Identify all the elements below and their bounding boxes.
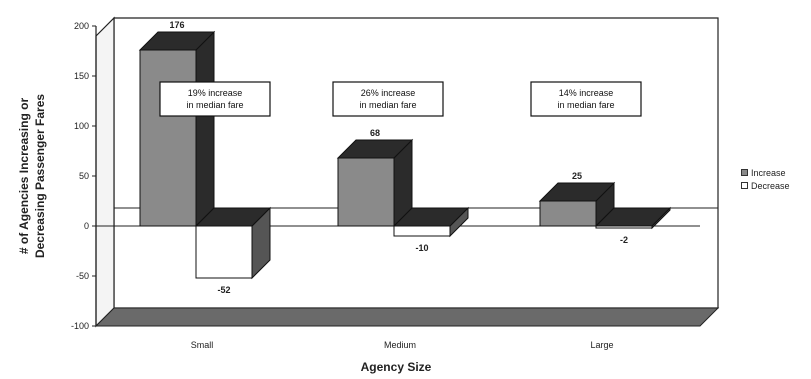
bar-increase-medium [336, 138, 414, 228]
annotation-line-2: in median fare [557, 100, 614, 110]
bar-increase-small-side [195, 30, 215, 228]
annotation-frame [332, 81, 444, 117]
legend-swatch-increase [741, 169, 748, 176]
annotation-line-1: 14% increase [559, 88, 614, 98]
y-tick-label: 50 [79, 171, 89, 181]
legend-label-increase: Increase [751, 167, 786, 178]
bar-increase-large-front [539, 200, 597, 227]
y-tick-label: 150 [74, 71, 89, 81]
chart-floor [94, 307, 720, 327]
y-axis-label-line-1: # of Agencies Increasing or [17, 98, 31, 255]
annotation-line-1: 19% increase [188, 88, 243, 98]
annotation-line-2: in median fare [359, 100, 416, 110]
annotation-frame [530, 81, 642, 117]
legend-label-decrease: Decrease [751, 180, 790, 191]
bar-decrease-large [594, 206, 672, 230]
legend-item-decrease: Decrease [741, 179, 790, 192]
data-label-increase: 68 [370, 128, 380, 138]
annotation-frame [159, 81, 271, 117]
x-tick-label: Small [191, 340, 214, 350]
x-axis-label: Agency Size [361, 360, 432, 374]
bar-increase-large [538, 181, 616, 228]
bar-decrease-small-front [195, 225, 253, 279]
y-tick-label: 100 [74, 121, 89, 131]
legend-swatch-decrease [741, 182, 748, 189]
data-label-decrease: -52 [217, 285, 230, 295]
side-wall [95, 16, 115, 328]
chart-legend: Increase Decrease [741, 166, 790, 192]
bar-decrease-small [194, 206, 272, 280]
annotation-box: 26% increase in median fare [332, 81, 444, 117]
y-tick-label: 0 [84, 221, 89, 231]
x-tick-label: Large [590, 340, 613, 350]
bar-decrease-large-front [595, 225, 653, 229]
y-tick-label: 200 [74, 21, 89, 31]
data-label-decrease: -2 [620, 235, 628, 245]
bar-increase-medium-front [337, 157, 395, 227]
data-label-increase: 176 [169, 20, 184, 30]
annotation-box: 14% increase in median fare [530, 81, 642, 117]
bar-decrease-medium [392, 206, 470, 238]
x-tick-label: Medium [384, 340, 416, 350]
y-tick-label: -50 [76, 271, 89, 281]
annotation-line-1: 26% increase [361, 88, 416, 98]
y-axis-label-line-2: Decreasing Passenger Fares [33, 94, 47, 258]
annotation-line-2: in median fare [186, 100, 243, 110]
y-tick-label: -100 [71, 321, 89, 331]
bar-decrease-medium-front [393, 225, 451, 237]
data-label-decrease: -10 [415, 243, 428, 253]
bar-increase-small [138, 30, 216, 228]
data-label-increase: 25 [572, 171, 582, 181]
legend-item-increase: Increase [741, 166, 790, 179]
bar-increase-small-front [139, 49, 197, 227]
annotation-box: 19% increase in median fare [159, 81, 271, 117]
